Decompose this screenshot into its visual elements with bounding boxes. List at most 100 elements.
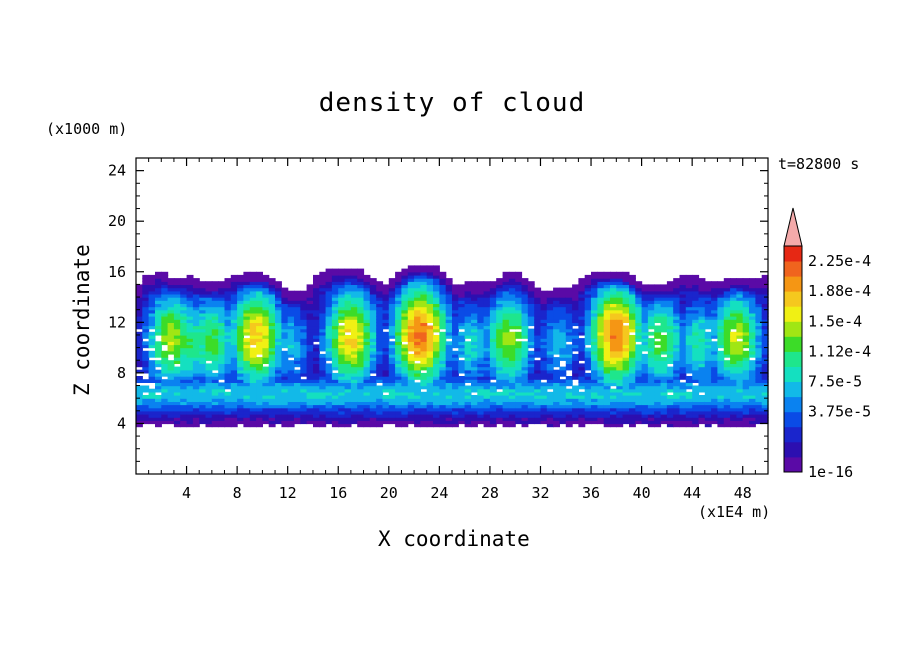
density-cell xyxy=(622,271,630,276)
density-cell xyxy=(369,369,377,374)
density-cell xyxy=(527,328,535,333)
density-cell xyxy=(407,360,415,364)
density-cell xyxy=(496,401,504,406)
density-cell xyxy=(647,360,655,364)
density-cell xyxy=(515,353,523,358)
density-cell xyxy=(344,363,352,368)
density-cell xyxy=(711,344,718,349)
density-cell xyxy=(344,376,352,380)
density-cell xyxy=(610,388,617,393)
density-cell xyxy=(136,297,143,301)
density-cell xyxy=(717,303,725,308)
density-cell xyxy=(730,363,737,368)
density-cell xyxy=(736,306,744,311)
density-cell xyxy=(452,328,459,333)
density-cell xyxy=(249,287,257,292)
density-cell xyxy=(388,303,396,308)
density-cell xyxy=(666,328,674,333)
density-cell xyxy=(275,297,282,301)
density-cell xyxy=(319,366,327,371)
density-cell xyxy=(546,385,554,390)
density-cell xyxy=(319,331,327,336)
density-cell xyxy=(610,410,617,415)
density-cell xyxy=(161,309,169,314)
density-cell xyxy=(376,376,384,380)
density-cell xyxy=(622,395,630,399)
density-cell xyxy=(420,268,428,273)
density-cell xyxy=(275,401,282,406)
density-cell xyxy=(540,338,548,342)
density-cell xyxy=(616,281,624,285)
density-cell xyxy=(338,319,346,323)
density-cell xyxy=(546,316,554,320)
density-cell xyxy=(186,423,194,428)
density-cell xyxy=(161,414,169,418)
density-cell xyxy=(553,417,560,421)
density-cell xyxy=(730,391,737,396)
density-cell xyxy=(300,357,308,361)
density-cell xyxy=(369,287,377,292)
density-cell xyxy=(136,404,143,409)
density-cell xyxy=(230,338,238,342)
density-cell xyxy=(433,391,440,396)
density-cell xyxy=(180,325,188,330)
density-cell xyxy=(148,300,156,304)
density-cell xyxy=(363,350,371,355)
density-cell xyxy=(294,360,301,364)
density-cell xyxy=(218,335,226,339)
density-cell xyxy=(237,417,244,421)
density-cell xyxy=(534,297,542,301)
density-cell xyxy=(211,357,219,361)
density-cell xyxy=(685,338,693,342)
density-cell xyxy=(629,382,636,387)
density-cell xyxy=(395,278,402,282)
density-cell xyxy=(142,363,150,368)
density-cell xyxy=(192,372,200,377)
density-cell xyxy=(376,290,384,295)
density-cell xyxy=(742,360,750,364)
density-cell xyxy=(192,379,200,383)
density-cell xyxy=(426,395,434,399)
density-cell xyxy=(395,398,402,402)
density-cell xyxy=(553,290,560,295)
density-cell xyxy=(723,369,731,374)
density-cell xyxy=(654,357,662,361)
density-cell xyxy=(211,297,219,301)
density-cell xyxy=(635,372,643,377)
x-tick-label: 48 xyxy=(734,484,752,502)
density-cell xyxy=(192,284,200,289)
density-cell xyxy=(502,376,510,380)
density-cell xyxy=(673,404,681,409)
density-cell xyxy=(464,398,472,402)
density-cell xyxy=(673,290,681,295)
density-cell xyxy=(388,328,396,333)
density-cell xyxy=(458,335,466,339)
density-cell xyxy=(717,369,725,374)
density-cell xyxy=(136,423,143,428)
density-cell xyxy=(742,325,750,330)
density-cell xyxy=(357,369,365,374)
density-cell xyxy=(717,322,725,327)
density-cell xyxy=(237,278,244,282)
density-cell xyxy=(534,293,542,298)
density-cell xyxy=(597,303,605,308)
density-cell xyxy=(268,417,276,421)
density-cell xyxy=(344,278,352,282)
density-cell xyxy=(148,414,156,418)
density-cell xyxy=(635,297,643,301)
density-cell xyxy=(136,360,143,364)
density-cell xyxy=(249,278,257,282)
density-cell xyxy=(243,379,251,383)
density-cell xyxy=(136,312,143,317)
density-cell xyxy=(186,281,194,285)
density-cell xyxy=(534,366,542,371)
density-cell xyxy=(723,420,731,425)
density-cell xyxy=(591,414,598,418)
density-cell xyxy=(489,338,497,342)
density-cell xyxy=(591,278,598,282)
density-cell xyxy=(502,284,510,289)
density-cell xyxy=(597,350,605,355)
density-cell xyxy=(300,353,308,358)
density-cell xyxy=(319,341,327,346)
density-cell xyxy=(515,300,523,304)
